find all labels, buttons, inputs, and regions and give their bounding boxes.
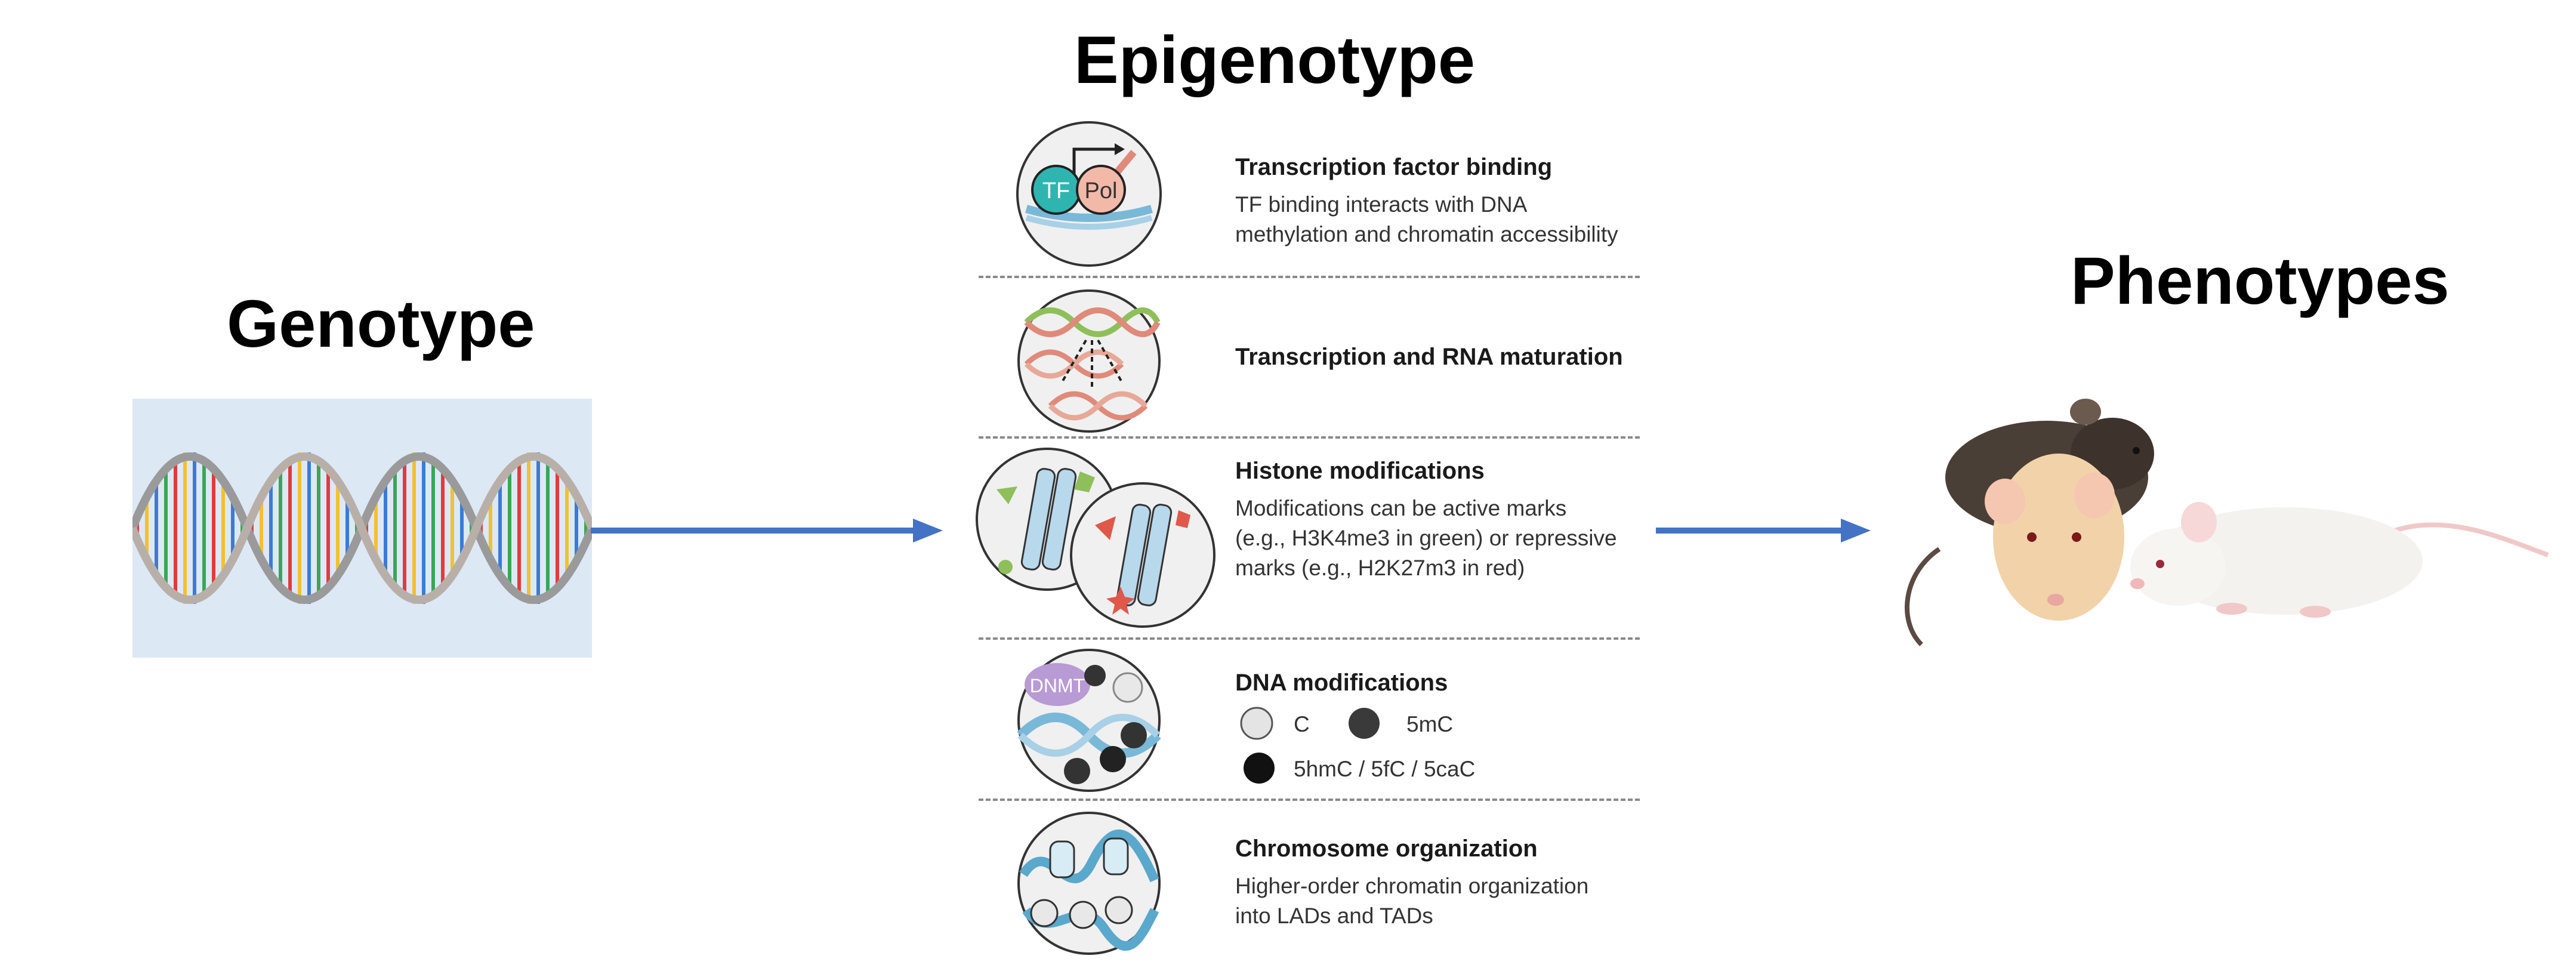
chromosome-organization-desc-2: into LADs and TADs: [1235, 904, 1433, 928]
genotype-to-epigenotype-arrow: [591, 516, 943, 545]
legend-5hmc-dot: [1242, 751, 1276, 785]
dna-helix-image: [132, 399, 592, 658]
legend-5mc-dot: [1347, 706, 1381, 741]
divider-3: [979, 637, 1640, 640]
chromosome-organization-desc-1: Higher-order chromatin organization: [1235, 874, 1589, 898]
legend-5mc-label: 5mC: [1406, 712, 1454, 736]
rna-maturation-icon: [1014, 286, 1164, 436]
legend-5hmc-label: 5hmC / 5fC / 5caC: [1294, 757, 1476, 781]
dnmt-label: DNMT: [1030, 675, 1085, 696]
dna-modifications-title: DNA modifications: [1235, 670, 1448, 696]
phenotypes-title: Phenotypes: [2071, 243, 2449, 318]
legend-c-dot: [1239, 706, 1274, 741]
epigenotype-title: Epigenotype: [1074, 23, 1476, 97]
tf-binding-desc-2: methylation and chromatin accessibility: [1235, 222, 1618, 246]
legend-c-label: C: [1294, 712, 1310, 736]
tf-binding-title: Transcription factor binding: [1235, 154, 1553, 180]
tf-binding-desc-1: TF binding interacts with DNA: [1235, 192, 1528, 217]
histone-modifications-desc-3: marks (e.g., H2K27m3 in red): [1235, 556, 1525, 580]
divider-4: [979, 799, 1640, 801]
divider-2: [979, 436, 1640, 439]
histone-modifications-icon: [973, 445, 1229, 636]
pol-label: Pol: [1085, 178, 1118, 204]
genotype-title: Genotype: [227, 286, 535, 361]
tf-binding-icon: TF Pol: [1014, 119, 1164, 269]
histone-modifications-title: Histone modifications: [1235, 458, 1485, 484]
rna-maturation-title: Transcription and RNA maturation: [1235, 344, 1623, 370]
tf-label: TF: [1042, 178, 1070, 204]
chromosome-organization-icon: [1014, 809, 1164, 958]
chromosome-organization-title: Chromosome organization: [1235, 836, 1538, 862]
epigenotype-to-phenotypes-arrow: [1656, 516, 1871, 545]
dna-modifications-icon: DNMT: [1014, 646, 1164, 795]
histone-modifications-desc-1: Modifications can be active marks: [1235, 496, 1567, 520]
mice-image: [1898, 394, 2554, 656]
divider-1: [979, 276, 1640, 278]
histone-modifications-desc-2: (e.g., H3K4me3 in green) or repressive: [1235, 526, 1617, 550]
